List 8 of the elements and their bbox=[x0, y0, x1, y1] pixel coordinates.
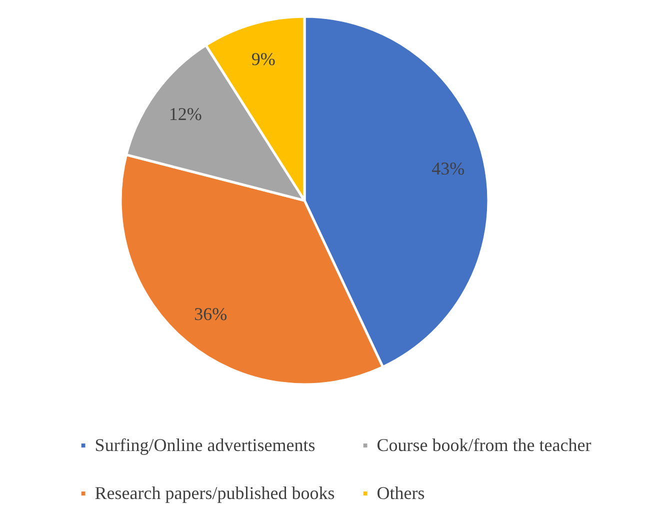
data-label: 12% bbox=[168, 104, 202, 124]
data-label: 9% bbox=[251, 49, 276, 70]
legend-label: Others bbox=[376, 482, 425, 504]
legend-label: Surfing/Online advertisements bbox=[94, 434, 316, 456]
legend-label: Course book/from the teacher bbox=[376, 434, 592, 456]
legend-label: Research papers/published books bbox=[94, 482, 335, 504]
data-label: 36% bbox=[194, 304, 228, 324]
data-label: 43% bbox=[432, 158, 465, 178]
